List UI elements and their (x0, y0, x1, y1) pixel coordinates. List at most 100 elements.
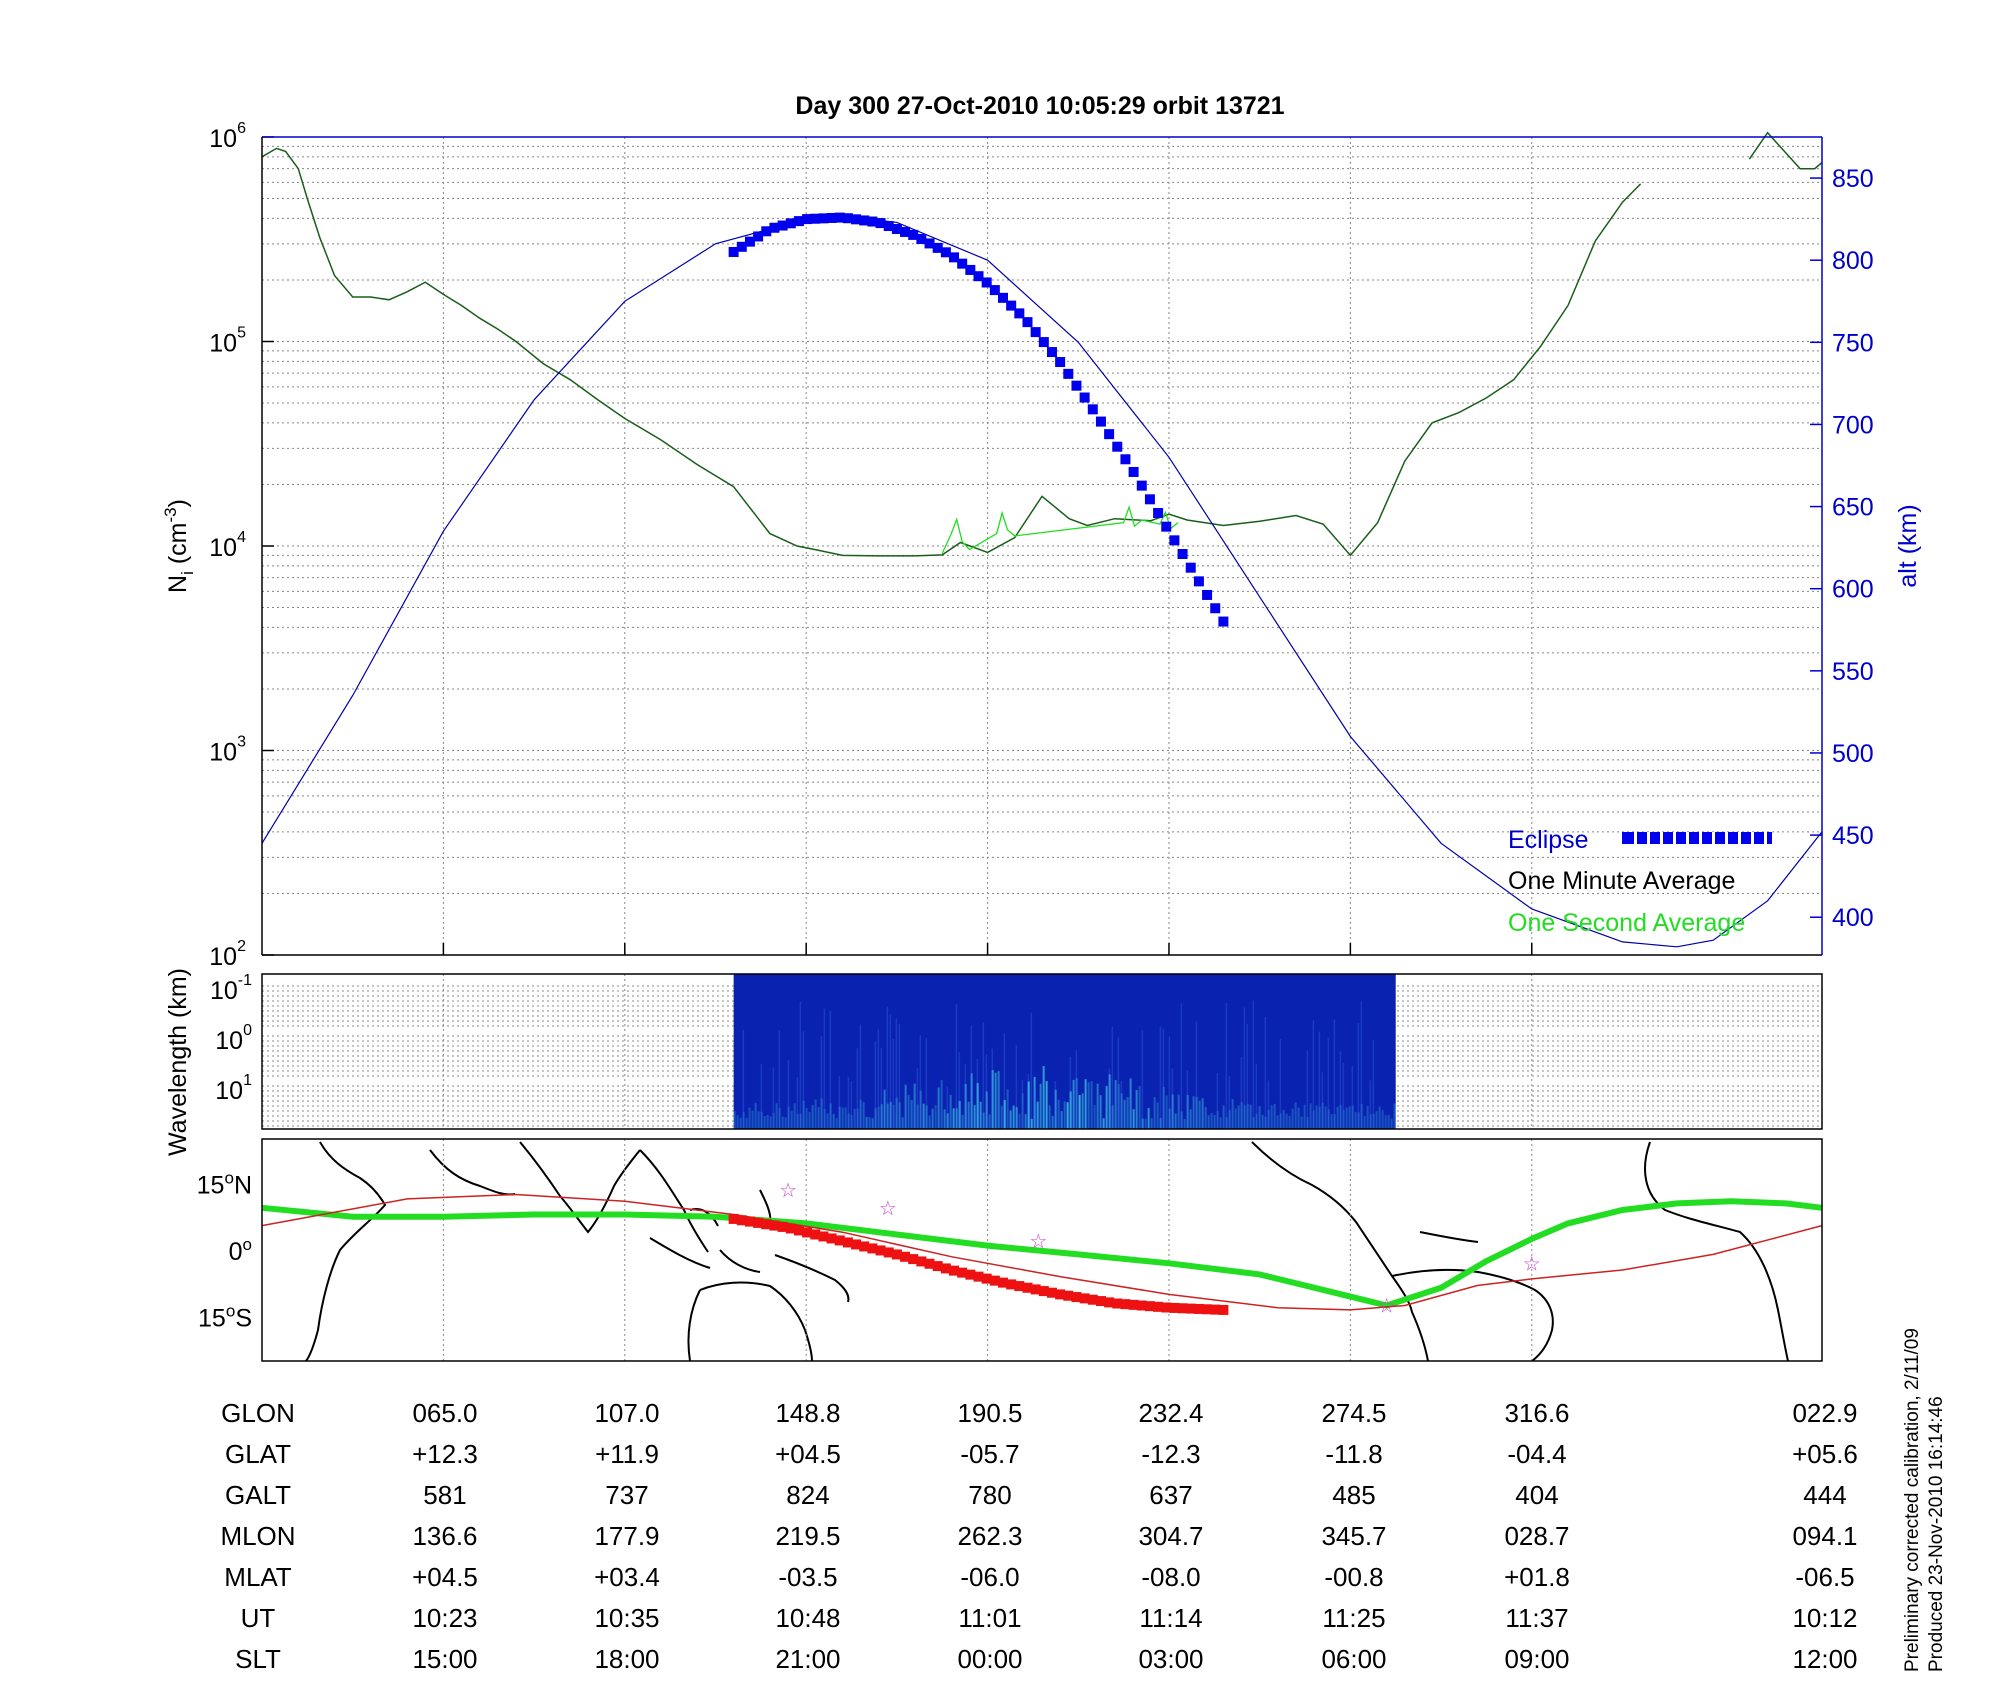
spectrogram-column (1273, 1103, 1276, 1129)
spectrogram-streak (1027, 1073, 1030, 1129)
map-eclipse-mark (818, 1231, 829, 1242)
spectrogram-column (1339, 1104, 1342, 1129)
map-eclipse-mark (949, 1265, 960, 1276)
spectrogram-column (808, 1111, 811, 1129)
map-star-icon: ☆ (1378, 1296, 1396, 1318)
spectrogram-streak (964, 1064, 967, 1129)
eclipse-mark (900, 226, 911, 237)
spectrogram-streak (1333, 1019, 1336, 1129)
spectrogram-column (865, 1116, 868, 1129)
eclipse-mark (1185, 562, 1196, 573)
spectrogram-column (1231, 1098, 1234, 1129)
spectrogram-column (1018, 1113, 1021, 1129)
series-line (1567, 183, 1642, 306)
density-ytick-label: 102 (209, 938, 246, 971)
spectrogram-column (1129, 1078, 1132, 1129)
coastline-africa (305, 1141, 387, 1362)
eclipse-mark (932, 242, 943, 253)
eclipse-mark (1022, 317, 1033, 328)
table-cell: 190.5 (957, 1398, 1022, 1428)
spectrogram-column (976, 1083, 979, 1129)
eclipse-mark (916, 234, 927, 245)
spectrogram-column (799, 1113, 802, 1129)
spectrogram-streak (1318, 1031, 1321, 1129)
spectrogram-column (1204, 1106, 1207, 1129)
table-cell: -06.0 (960, 1562, 1019, 1592)
map-eclipse-mark (1046, 1287, 1057, 1298)
spectrogram-column (1111, 1105, 1114, 1129)
map-eclipse-mark (957, 1267, 968, 1278)
table-cell: 06:00 (1321, 1644, 1386, 1674)
legend-swatch-gap (1686, 832, 1689, 844)
map-eclipse-mark (851, 1239, 862, 1250)
spectrogram-streak (1003, 1033, 1006, 1129)
spectrogram-column (1108, 1074, 1111, 1129)
eclipse-marks (728, 212, 1229, 627)
spectrogram-column (1174, 1113, 1177, 1129)
spectrogram-streak (1225, 1003, 1228, 1129)
eclipse-mark (1120, 454, 1131, 465)
spectrogram-column (811, 1105, 814, 1129)
legend-swatch-gap (1738, 832, 1741, 844)
map-eclipse-mark (973, 1271, 984, 1282)
map-eclipse-mark (1038, 1286, 1049, 1297)
spectrogram-column (1126, 1097, 1129, 1129)
spectrogram-column (1282, 1109, 1285, 1129)
eclipse-mark (753, 231, 764, 242)
table-cell: 09:00 (1504, 1644, 1569, 1674)
spectrogram-column (1180, 1111, 1183, 1129)
table-cell: 274.5 (1321, 1398, 1386, 1428)
table-cell: 107.0 (594, 1398, 659, 1428)
map-eclipse-mark (940, 1263, 951, 1274)
spectrogram-column (1051, 1115, 1054, 1129)
map-eclipse-mark (736, 1215, 747, 1226)
spectrogram-column (1147, 1108, 1150, 1129)
spectrogram-column (1159, 1117, 1162, 1129)
eclipse-mark (1128, 466, 1139, 477)
spectrogram-column (838, 1106, 841, 1129)
legend-swatch-gap (1673, 832, 1676, 844)
spectrogram-column (805, 1108, 808, 1129)
eclipse-mark (777, 220, 788, 231)
spectrogram-column (1372, 1113, 1375, 1129)
table-cell: +05.6 (1792, 1439, 1858, 1469)
spectrogram-column (748, 1107, 751, 1129)
legend-swatch-gap (1751, 832, 1754, 844)
spectrogram-streak (847, 1076, 850, 1129)
chart-title: Day 300 27-Oct-2010 10:05:29 orbit 13721 (795, 92, 1284, 120)
spectrogram-column (1123, 1099, 1126, 1129)
spectrogram-streak (802, 1031, 805, 1129)
eclipse-mark (1046, 347, 1057, 358)
spectrogram-column (1327, 1109, 1330, 1129)
spectrogram-streak (1312, 1020, 1315, 1129)
spectrogram-ylabel: Wavelength (km) (164, 968, 192, 1156)
density-grid (262, 137, 1822, 956)
spectrogram-column (958, 1100, 961, 1129)
map-tracks (261, 1193, 1823, 1315)
spectrogram-column (1000, 1105, 1003, 1129)
table-cell: -06.5 (1795, 1562, 1854, 1592)
spectrogram-column (925, 1105, 928, 1129)
spectrogram-column (1351, 1105, 1354, 1129)
spectrogram-column (1342, 1109, 1345, 1129)
map-eclipse-mark (1169, 1302, 1180, 1313)
spectrogram-column (1321, 1102, 1324, 1129)
map-eclipse-mark (932, 1261, 943, 1272)
map-eclipse-mark (1153, 1301, 1164, 1312)
density-ytick-label: 104 (209, 529, 246, 562)
density-series (261, 131, 1823, 948)
spectrogram-streak (1327, 1037, 1330, 1129)
map-eclipse-mark (1120, 1299, 1131, 1310)
spectrogram-column (832, 1113, 835, 1129)
spectrogram-streak (991, 1048, 994, 1129)
map-eclipse-mark (1030, 1284, 1041, 1295)
spectrogram-column (907, 1095, 910, 1129)
spectrogram-column (1216, 1110, 1219, 1129)
spectrogram-column (1192, 1096, 1195, 1129)
spectrogram-streak (1252, 1000, 1255, 1129)
spectrogram-column (1066, 1102, 1069, 1129)
spectrogram-column (1033, 1076, 1036, 1129)
spectrogram-column (1225, 1117, 1228, 1129)
coastline-seasia (639, 1149, 709, 1253)
eclipse-mark (1136, 480, 1147, 491)
